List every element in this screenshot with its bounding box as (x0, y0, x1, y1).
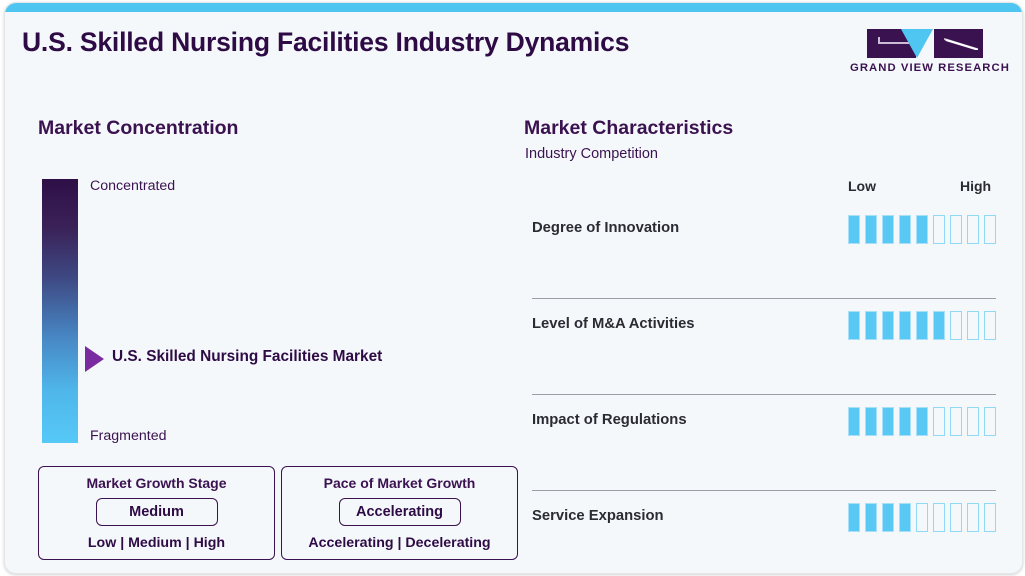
characteristic-label: Service Expansion (532, 508, 664, 524)
pace-of-market-growth-box[interactable]: Pace of Market Growth Accelerating Accel… (281, 466, 518, 560)
rating-segment (984, 311, 996, 340)
market-characteristics-heading: Market Characteristics (524, 117, 734, 139)
pace-of-market-growth-scale: Accelerating | Decelerating (308, 535, 491, 551)
logo-marks (850, 29, 1000, 59)
rating-segment (933, 407, 945, 436)
rating-segment (950, 503, 962, 532)
rating-segment (899, 215, 911, 244)
logo-r-mark-icon (934, 29, 983, 58)
characteristic-row: Level of M&A Activities (532, 299, 996, 395)
rating-segment (967, 503, 979, 532)
rating-segment (865, 407, 877, 436)
rating-segment (950, 311, 962, 340)
rating-segment (984, 503, 996, 532)
characteristic-row: Impact of Regulations (532, 395, 996, 491)
rating-segment (848, 503, 860, 532)
rating-segment (933, 311, 945, 340)
characteristic-label: Impact of Regulations (532, 412, 687, 428)
rating-segment (950, 215, 962, 244)
market-position-arrow-icon (85, 345, 104, 372)
pace-of-market-growth-value: Accelerating (355, 504, 444, 520)
rating-segment (967, 311, 979, 340)
rating-segment (933, 503, 945, 532)
rating-segment (882, 215, 894, 244)
rating-segment (848, 407, 860, 436)
characteristic-row: Service Expansion (532, 491, 996, 573)
rating-segment (848, 311, 860, 340)
characteristic-label: Degree of Innovation (532, 220, 680, 236)
rating-segment (916, 215, 928, 244)
pace-of-market-growth-title: Pace of Market Growth (323, 475, 476, 491)
rating-segment (882, 311, 894, 340)
rating-segment (933, 215, 945, 244)
logo-r-glyph-icon (944, 37, 978, 50)
axis-label-low: Low (848, 178, 876, 194)
rating-segment (916, 311, 928, 340)
concentration-bottom-label: Fragmented (90, 428, 167, 444)
market-growth-stage-scale: Low | Medium | High (87, 535, 226, 551)
characteristics-rows: Degree of Innovation Level of M&A Activit… (532, 203, 996, 573)
top-accent-bar (5, 3, 1022, 12)
rating-segment (967, 407, 979, 436)
rating-segment (899, 407, 911, 436)
characteristic-rating-bars (848, 215, 996, 244)
concentration-gradient-bar (42, 179, 78, 443)
market-position-label: U.S. Skilled Nursing Facilities Market (112, 347, 383, 365)
rating-segment (882, 407, 894, 436)
rating-segment (916, 407, 928, 436)
infographic-card: U.S. Skilled Nursing Facilities Industry… (4, 2, 1023, 574)
characteristic-rating-bars (848, 311, 996, 340)
concentration-top-label: Concentrated (90, 178, 176, 194)
characteristic-rating-bars (848, 503, 996, 532)
market-growth-stage-value-pill: Medium (95, 498, 218, 526)
rating-segment (882, 503, 894, 532)
logo-v-triangle-icon (901, 29, 933, 58)
pace-of-market-growth-value-pill: Accelerating (338, 498, 461, 526)
rating-segment (865, 311, 877, 340)
market-growth-stage-box[interactable]: Market Growth Stage Medium Low | Medium … (38, 466, 275, 560)
rating-segment (967, 215, 979, 244)
rating-segment (984, 215, 996, 244)
characteristic-label: Level of M&A Activities (532, 316, 695, 332)
page-title: U.S. Skilled Nursing Facilities Industry… (22, 27, 630, 57)
rating-segment (899, 503, 911, 532)
characteristic-row: Degree of Innovation (532, 203, 996, 299)
market-characteristics-subheading: Industry Competition (525, 146, 658, 162)
rating-segment (950, 407, 962, 436)
rating-segment (984, 407, 996, 436)
brand-logo: GRAND VIEW RESEARCH (850, 29, 1010, 77)
rating-segment (865, 503, 877, 532)
rating-segment (848, 215, 860, 244)
logo-g-glyph-icon (878, 37, 913, 44)
rating-segment (865, 215, 877, 244)
market-growth-stage-value: Medium (129, 504, 184, 520)
axis-label-high: High (960, 178, 992, 194)
logo-wordmark: GRAND VIEW RESEARCH (850, 62, 1010, 74)
characteristic-rating-bars (848, 407, 996, 436)
rating-segment (899, 311, 911, 340)
market-growth-stage-title: Market Growth Stage (86, 475, 227, 491)
market-concentration-heading: Market Concentration (38, 117, 239, 139)
rating-segment (916, 503, 928, 532)
